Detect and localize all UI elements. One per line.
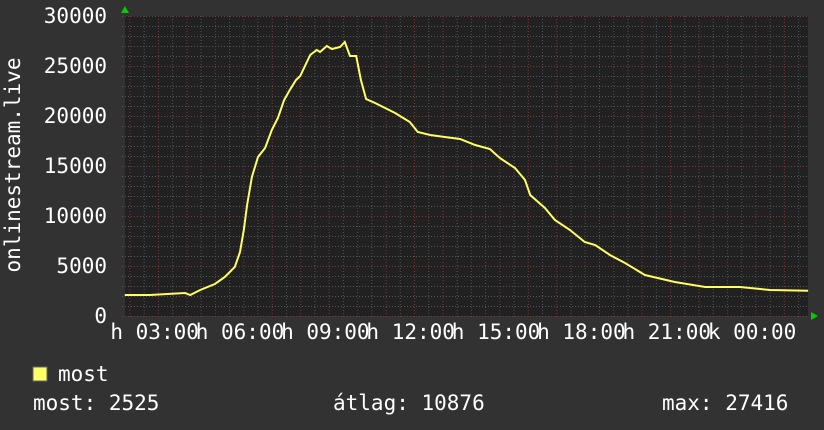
stat-average: átlag: 10876	[333, 391, 485, 415]
plot-area	[125, 16, 808, 316]
stat-max: max: 27416	[662, 391, 788, 415]
x-tick-label: k 00:00	[708, 320, 797, 344]
series-line-most	[124, 40, 809, 297]
x-tick-label: h 06:00	[196, 320, 285, 344]
y-axis-ticks: 0 5000 10000 15000 20000 25000 30000	[44, 4, 107, 328]
legend-swatch-most	[32, 366, 48, 382]
y-tick-label: 10000	[44, 204, 107, 228]
y-tick-label: 15000	[44, 154, 107, 178]
x-tick-label: h 03:00	[110, 320, 199, 344]
x-tick-label: h 21:00	[622, 320, 711, 344]
y-axis-label: onlinestream.live	[1, 58, 25, 273]
legend-label-most: most	[58, 362, 109, 386]
x-tick-label: h 15:00	[452, 320, 541, 344]
y-axis-arrow-icon	[121, 6, 129, 13]
x-tick-label: h 18:00	[537, 320, 626, 344]
y-tick-label: 0	[94, 304, 107, 328]
y-tick-label: 20000	[44, 104, 107, 128]
y-tick-label: 30000	[44, 4, 107, 28]
stat-current: most: 2525	[33, 391, 159, 415]
x-tick-label: h 09:00	[281, 320, 370, 344]
y-tick-label: 5000	[56, 254, 107, 278]
x-axis-ticks: h 03:00h 06:00h 09:00h 12:00h 15:00h 18:…	[110, 320, 796, 344]
y-tick-label: 25000	[44, 54, 107, 78]
grid	[122, 16, 808, 319]
x-axis-arrow-icon	[811, 312, 818, 320]
x-tick-label: h 12:00	[366, 320, 455, 344]
